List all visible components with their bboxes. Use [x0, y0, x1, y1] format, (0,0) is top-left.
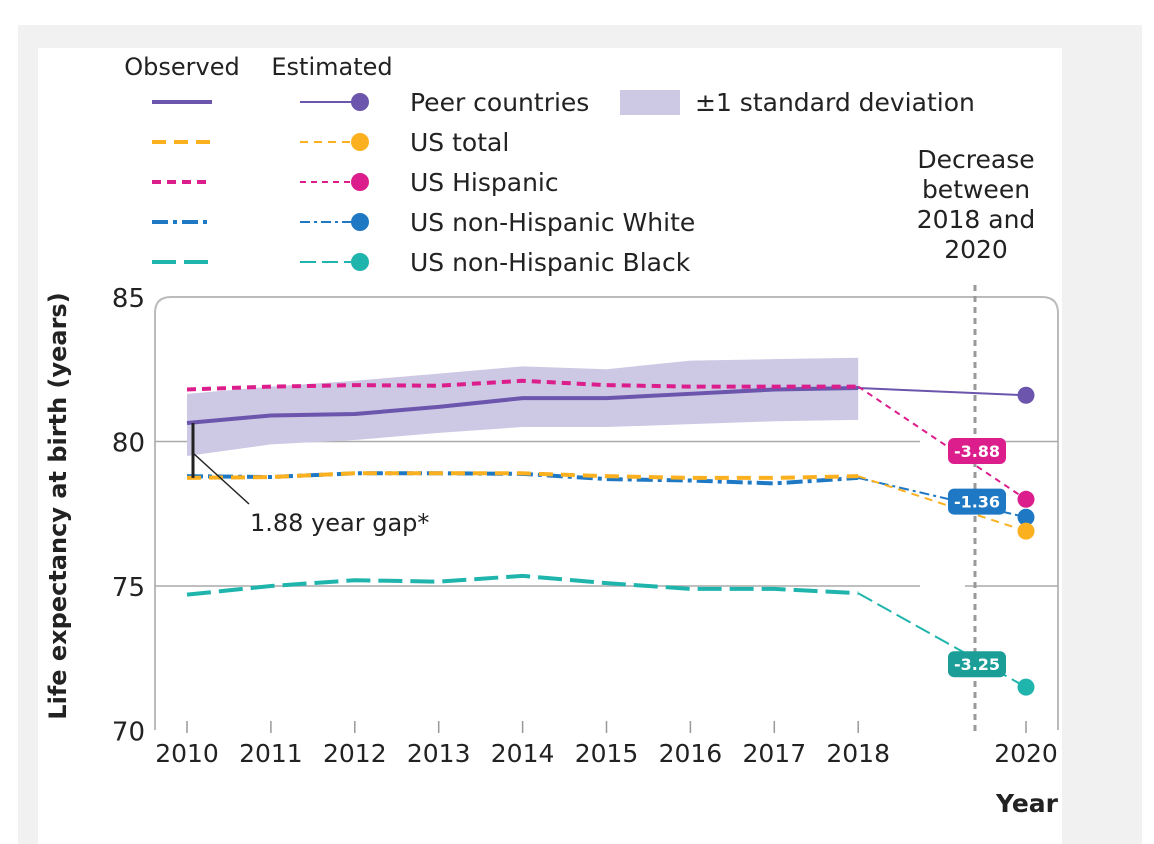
legend-header-estimated: Estimated [271, 53, 392, 81]
y-axis-label: Life expectancy at birth (years) [44, 292, 72, 719]
decrease-title: 2020 [944, 235, 1008, 264]
legend-label: Peer countries [410, 88, 589, 117]
x-tick-label: 2010 [155, 739, 219, 768]
legend-estimated-dot [351, 93, 369, 111]
legend-band-label: ±1 standard deviation [695, 88, 975, 117]
estimate-point-2 [1017, 490, 1035, 508]
x-tick-label: 2016 [659, 739, 723, 768]
decrease-badge [948, 651, 1006, 678]
x-tick-label: 2020 [994, 739, 1058, 768]
legend-estimated-dot [351, 253, 369, 271]
y-tick-label: 75 [112, 573, 145, 603]
decrease-title: 2018 and [917, 205, 1036, 234]
legend: Observed Estimated Peer countries US total U… [124, 53, 975, 277]
legend-header-observed: Observed [124, 53, 239, 81]
decrease-title: Decrease [917, 145, 1034, 174]
legend-label: US total [410, 128, 509, 157]
decrease-badge [948, 488, 1006, 515]
legend-band-swatch [620, 90, 680, 115]
x-tick-label: 2012 [323, 739, 387, 768]
gap-annotation: 1.88 year gap* [250, 509, 429, 537]
estimate-point-0 [1017, 386, 1035, 404]
x-tick-label: 2017 [742, 739, 806, 768]
legend-label: US Hispanic [410, 168, 559, 197]
legend-label: US non-Hispanic White [410, 208, 695, 237]
plot-frame [154, 296, 1059, 730]
observed-line-0 [186, 386, 859, 425]
estimate-point-1 [1017, 522, 1035, 540]
estimated-line-0 [858, 387, 1027, 397]
estimate-point-3 [1017, 508, 1035, 526]
decrease-label: -3.88 [954, 442, 1000, 461]
y-tick-label: 70 [112, 718, 145, 748]
decrease-label: -3.25 [954, 655, 1000, 674]
observed-line-1 [186, 471, 859, 480]
decrease-badge [948, 437, 1006, 464]
x-tick-label: 2011 [239, 739, 303, 768]
decrease-title: between [922, 175, 1030, 204]
legend-estimated-dot [351, 213, 369, 231]
gap-leader [192, 452, 250, 505]
legend-estimated-dot [351, 133, 369, 151]
y-tick-label: 85 [112, 284, 145, 314]
x-tick-label: 2015 [575, 739, 639, 768]
y-tick-label: 80 [112, 429, 145, 459]
chart-marks: -3.88 -1.36 -3.25 1.88 year gap* [186, 357, 1035, 696]
estimated-line-1 [857, 475, 1027, 533]
x-axis-label: Year [995, 789, 1059, 818]
decrease-label: -1.36 [954, 493, 1000, 512]
observed-line-4 [186, 573, 859, 597]
axes: 70 75 80 85 2010 2011 2012 2013 2014 2015 2016 2017… [44, 145, 1059, 818]
x-tick-label: 2014 [491, 739, 555, 768]
observed-line-2 [186, 378, 859, 392]
x-tick-label: 2013 [407, 739, 471, 768]
legend-estimated-dot [351, 173, 369, 191]
estimate-point-4 [1017, 678, 1035, 696]
x-tick-label: 2018 [826, 739, 890, 768]
sd-band [187, 357, 859, 456]
estimated-line-2 [857, 385, 1027, 501]
legend-label: US non-Hispanic Black [410, 248, 691, 277]
